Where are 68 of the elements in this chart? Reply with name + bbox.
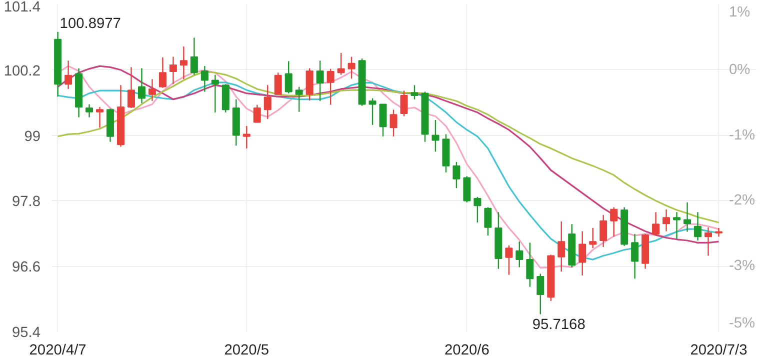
candlestick [484,206,492,236]
candlestick [86,104,94,118]
candlestick [432,119,440,152]
candlestick [600,214,608,248]
candlestick [516,240,524,268]
candlestick [662,208,670,232]
candlestick [673,212,681,240]
candlestick [410,84,418,100]
candlestick [348,56,356,80]
candlestick [169,56,177,85]
candlestick [474,196,482,224]
candlestick [558,220,566,272]
candlestick [96,106,104,128]
candlestick [652,212,660,236]
y-tick-label: 95.4 [12,325,41,341]
annotation: 95.7168 [532,317,586,334]
candlestick [264,84,272,120]
candlestick [694,212,702,242]
candlestick [284,60,292,94]
candlestick [631,233,639,280]
candlestick [379,104,387,137]
y-tick-label: 100.2 [4,63,41,80]
candlestick [326,68,334,106]
candlestick [190,37,198,76]
candlestick [610,206,618,238]
candlestick [253,104,261,124]
x-tick-label: 2020/4/7 [29,342,86,358]
candlestick [684,202,692,232]
candlestick [463,176,471,203]
candlestick [306,68,314,102]
y-tick-label: 101.4 [4,0,41,16]
candlestick [316,60,324,102]
candlestick [127,66,135,109]
x-tick-label: 2020/6 [444,342,490,358]
candlestick [211,74,219,114]
x-tick-label: 2020/7/3 [690,342,748,358]
candlestick [180,46,188,80]
text: -5% [729,316,756,332]
annotation: 100.8977 [60,16,121,32]
candlestick [200,65,208,92]
candlestick [578,230,586,276]
y-tick-label: 96.6 [12,260,41,276]
candlestick [158,56,166,88]
candlestick [390,109,398,137]
text: 0% [729,62,750,78]
candlestick [138,68,146,104]
text: -1% [729,127,756,144]
candlestick [505,244,513,276]
candlestick [337,52,345,76]
candlestick [242,125,250,149]
candlestick [295,86,303,112]
text: -2% [729,192,756,209]
text: 1% [729,4,750,20]
candlestick [714,227,722,238]
candlestick [526,242,534,288]
candlestick [274,72,282,96]
candlestick [148,78,156,102]
y-tick-label: 97.8 [12,194,41,210]
candlestick [536,273,544,315]
candlestick [64,60,72,90]
candlestick [704,226,712,256]
candlestick [589,227,597,249]
text: -3% [729,258,756,274]
candlestick [400,90,408,117]
candlestick [368,98,376,126]
y-tick-label: 99 [24,128,41,145]
candlestick [452,161,460,189]
x-tick-label: 2020/5 [224,342,270,358]
